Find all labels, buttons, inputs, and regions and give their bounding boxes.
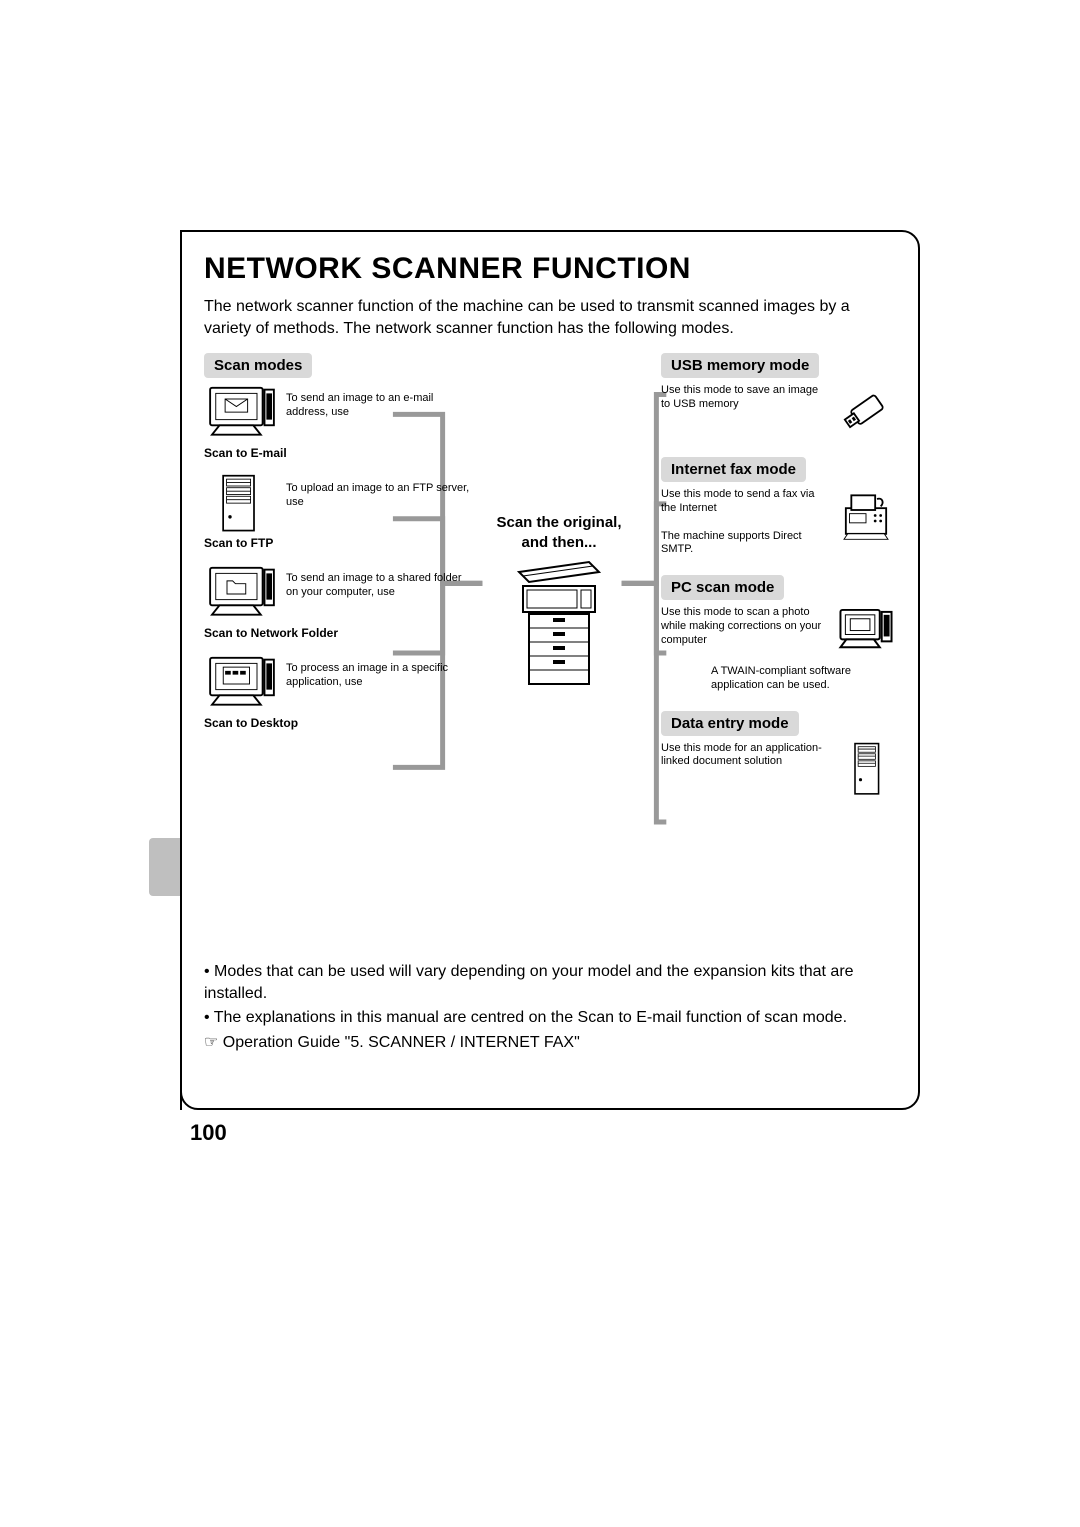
pc-scan-header: PC scan mode [661, 575, 784, 600]
usb-stick-icon [836, 384, 896, 439]
page-title: NETWORK SCANNER FUNCTION [204, 252, 896, 286]
page-number: 100 [190, 1120, 227, 1146]
scan-to-email-item: To send an image to an e-mail address, u… [204, 384, 474, 460]
center-line2: and then... [522, 534, 597, 551]
scan-to-desktop-label: Scan to Desktop [204, 716, 474, 730]
pc-scan-desc: Use this mode to scan a photo while maki… [661, 606, 830, 647]
fax-machine-icon [836, 488, 896, 543]
bullet-2: • The explanations in this manual are ce… [204, 1007, 896, 1029]
server-tower-icon [204, 474, 280, 534]
intro-text: The network scanner function of the mach… [204, 296, 896, 339]
data-entry-desc: Use this mode for an application-linked … [661, 742, 830, 770]
scan-to-network-item: To send an image to a shared folder on y… [204, 564, 474, 640]
center-column: Scan the original, and then... [474, 513, 644, 688]
center-line1: Scan the original, [496, 514, 621, 531]
diagram-area: Scan modes To send an image to an e-mail… [204, 353, 896, 953]
scan-to-network-label: Scan to Network Folder [204, 626, 474, 640]
scan-to-email-label: Scan to E-mail [204, 446, 474, 460]
pc-monitor-icon [836, 606, 896, 661]
scan-to-ftp-desc: To upload an image to an FTP server, use [286, 474, 474, 510]
scan-to-ftp-label: Scan to FTP [204, 536, 474, 550]
scan-to-desktop-desc: To process an image in a specific applic… [286, 654, 474, 690]
internet-fax-desc: Use this mode to send a fax via the Inte… [661, 488, 830, 516]
bullet-1: • Modes that can be used will vary depen… [204, 961, 896, 1004]
usb-memory-desc: Use this mode to save an image to USB me… [661, 384, 830, 412]
monitor-folder-icon [204, 564, 280, 624]
pc-scan-section: PC scan mode Use this mode to scan a pho… [661, 575, 896, 693]
internet-fax-header: Internet fax mode [661, 457, 806, 482]
internet-fax-section: Internet fax mode Use this mode to send … [661, 457, 896, 557]
scan-to-network-desc: To send an image to a shared folder on y… [286, 564, 474, 600]
bullet-3: ☞ Operation Guide "5. SCANNER / INTERNET… [204, 1032, 896, 1054]
scan-modes-header: Scan modes [204, 353, 312, 378]
center-label: Scan the original, and then... [474, 513, 644, 552]
internet-fax-sub: The machine supports Direct SMTP. [661, 530, 830, 558]
scan-to-desktop-item: To process an image in a specific applic… [204, 654, 474, 730]
scan-modes-column: Scan modes To send an image to an e-mail… [204, 353, 474, 744]
data-entry-header: Data entry mode [661, 711, 799, 736]
right-column: USB memory mode Use this mode to save an… [661, 353, 896, 815]
scan-to-ftp-item: To upload an image to an FTP server, use… [204, 474, 474, 550]
side-tab [149, 838, 181, 896]
data-entry-section: Data entry mode Use this mode for an app… [661, 711, 896, 797]
monitor-app-icon [204, 654, 280, 714]
usb-memory-section: USB memory mode Use this mode to save an… [661, 353, 896, 439]
monitor-envelope-icon [204, 384, 280, 444]
scan-to-email-desc: To send an image to an e-mail address, u… [286, 384, 474, 420]
pc-scan-sub: A TWAIN-compliant software application c… [661, 665, 896, 693]
footnotes: • Modes that can be used will vary depen… [204, 961, 896, 1053]
usb-memory-header: USB memory mode [661, 353, 819, 378]
copier-icon [499, 558, 619, 688]
page-frame: NETWORK SCANNER FUNCTION The network sca… [180, 230, 920, 1110]
server-tower-icon-2 [836, 742, 896, 797]
